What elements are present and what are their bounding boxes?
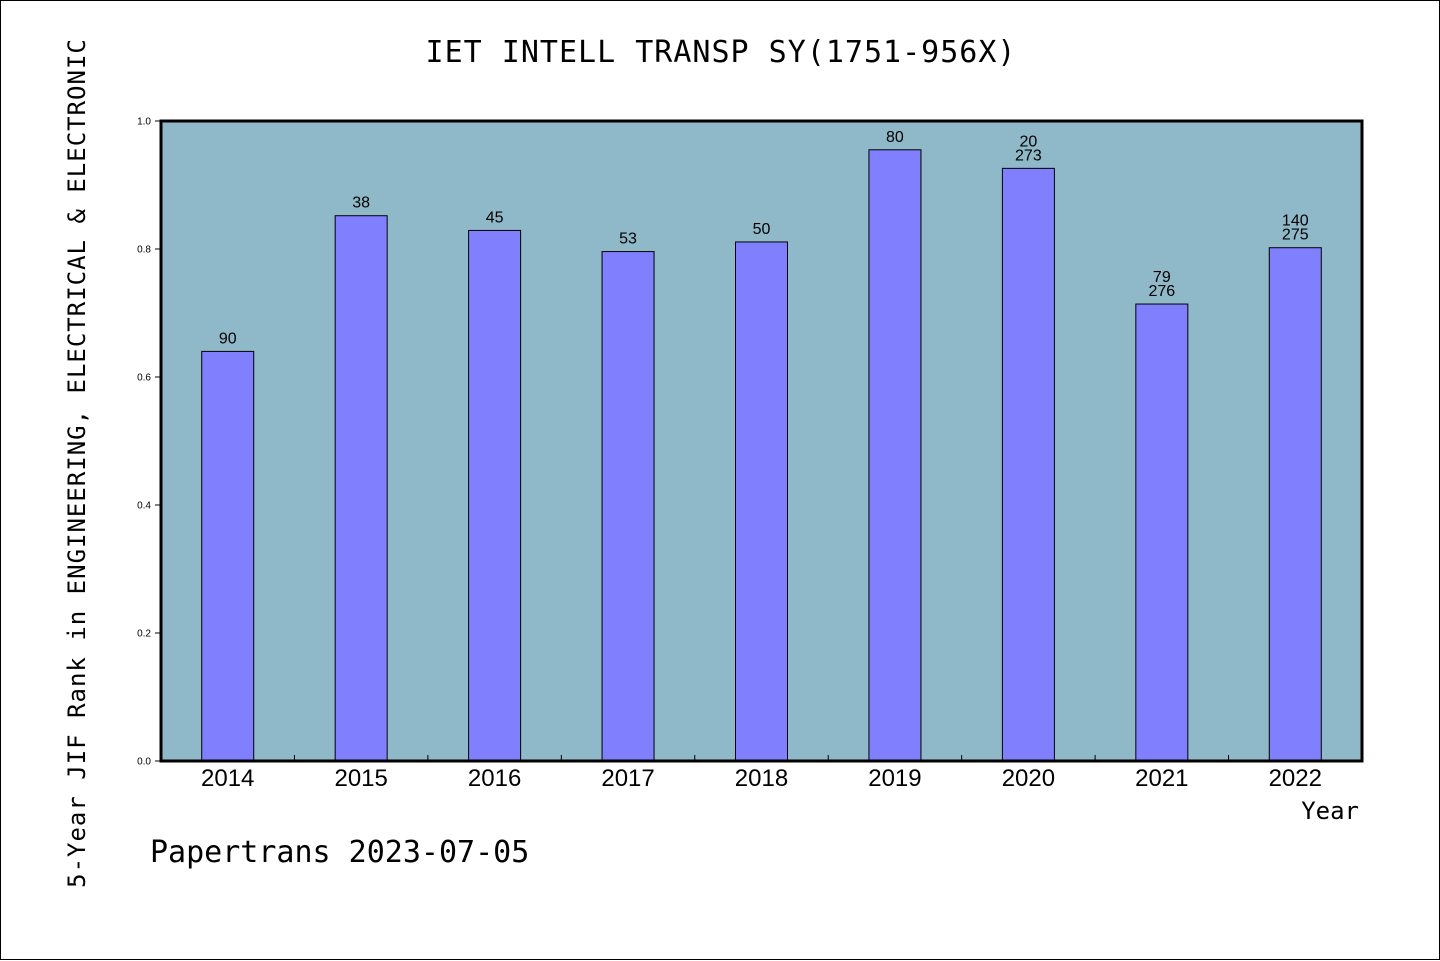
x-tick-label: 2017 bbox=[601, 765, 654, 792]
y-tick-label: 0.4 bbox=[137, 501, 151, 512]
x-tick-label: 2019 bbox=[868, 765, 921, 792]
x-tick-label: 2021 bbox=[1135, 765, 1188, 792]
y-tick-label: 0.2 bbox=[137, 629, 151, 640]
footer-note: Papertrans 2023-07-05 bbox=[150, 835, 530, 870]
bar-data-label: 38 bbox=[352, 195, 370, 212]
bar-data-label: 50 bbox=[753, 221, 771, 238]
plot-border bbox=[159, 119, 1364, 763]
bar-data-label: 140 bbox=[1282, 213, 1309, 230]
bar-2018 bbox=[735, 241, 788, 762]
y-tick-label: 0.0 bbox=[137, 757, 151, 768]
bar-data-label: 79 bbox=[1153, 269, 1171, 286]
x-tick-label: 2015 bbox=[334, 765, 387, 792]
bar-data-label: 80 bbox=[886, 129, 904, 146]
bar-data-label: 53 bbox=[619, 231, 637, 248]
bar-2014 bbox=[201, 350, 255, 762]
bar-2017 bbox=[601, 251, 655, 762]
chart-title: IET INTELL TRANSP SY(1751-956X) bbox=[425, 35, 1017, 70]
x-tick-label: 2020 bbox=[1002, 765, 1055, 792]
y-tick-label: 0.8 bbox=[137, 245, 151, 256]
bar-data-label: 20 bbox=[1019, 133, 1037, 150]
bar-data-label: 275 bbox=[1282, 227, 1309, 244]
bar-2015 bbox=[334, 215, 388, 762]
bar-data-label: 90 bbox=[219, 330, 237, 347]
y-tick-label: 0.6 bbox=[137, 373, 151, 384]
bar-2021 bbox=[1135, 303, 1189, 762]
x-tick-label: 2014 bbox=[201, 765, 254, 792]
bar-2020 bbox=[1001, 167, 1055, 762]
x-tick-label: 2016 bbox=[468, 765, 521, 792]
x-axis-label: Year bbox=[1301, 797, 1359, 825]
bar-data-label: 45 bbox=[486, 209, 504, 226]
bar-2019 bbox=[868, 149, 922, 762]
y-tick-label: 1.0 bbox=[137, 117, 151, 128]
x-tick-label: 2018 bbox=[735, 765, 788, 792]
bar-data-label: 273 bbox=[1015, 147, 1042, 164]
bar-2022 bbox=[1268, 247, 1322, 762]
bar-2016 bbox=[468, 229, 522, 762]
x-tick-label: 2022 bbox=[1269, 765, 1322, 792]
bar-data-label: 276 bbox=[1148, 283, 1175, 300]
